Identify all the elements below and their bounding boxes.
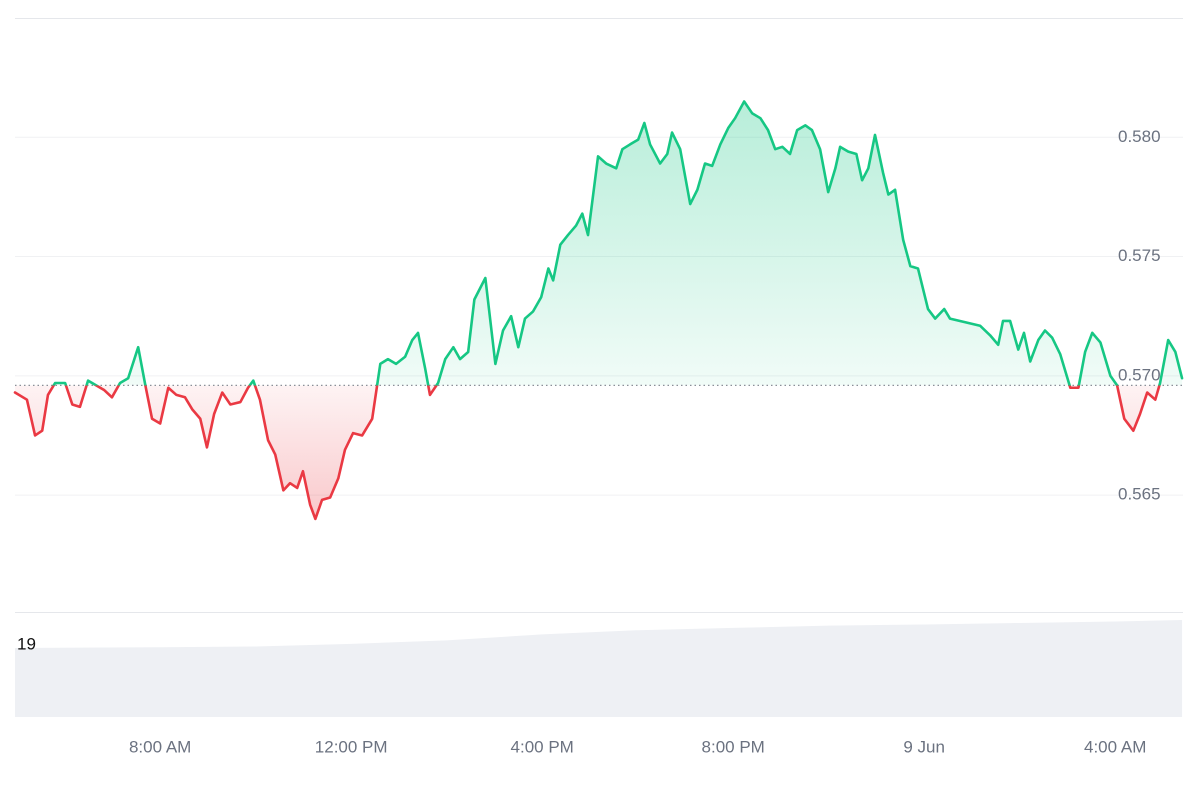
y-tick-label: 0.580: [1118, 127, 1161, 146]
x-tick-label: 12:00 PM: [315, 737, 388, 756]
price-area: [15, 101, 1183, 519]
x-tick-label: 8:00 AM: [129, 737, 191, 756]
x-tick-label: 9 Jun: [903, 737, 945, 756]
y-tick-label: 0.575: [1118, 246, 1161, 265]
x-tick-label: 4:00 AM: [1084, 737, 1146, 756]
x-tick-label: 4:00 PM: [511, 737, 574, 756]
volume-area: [15, 619, 1183, 717]
y-tick-label: 0.570: [1118, 365, 1161, 384]
x-tick-label: 8:00 PM: [702, 737, 765, 756]
volume-tick-label: 19: [17, 634, 36, 653]
price-line: [13, 100, 1184, 521]
y-tick-label: 0.565: [1118, 485, 1161, 504]
